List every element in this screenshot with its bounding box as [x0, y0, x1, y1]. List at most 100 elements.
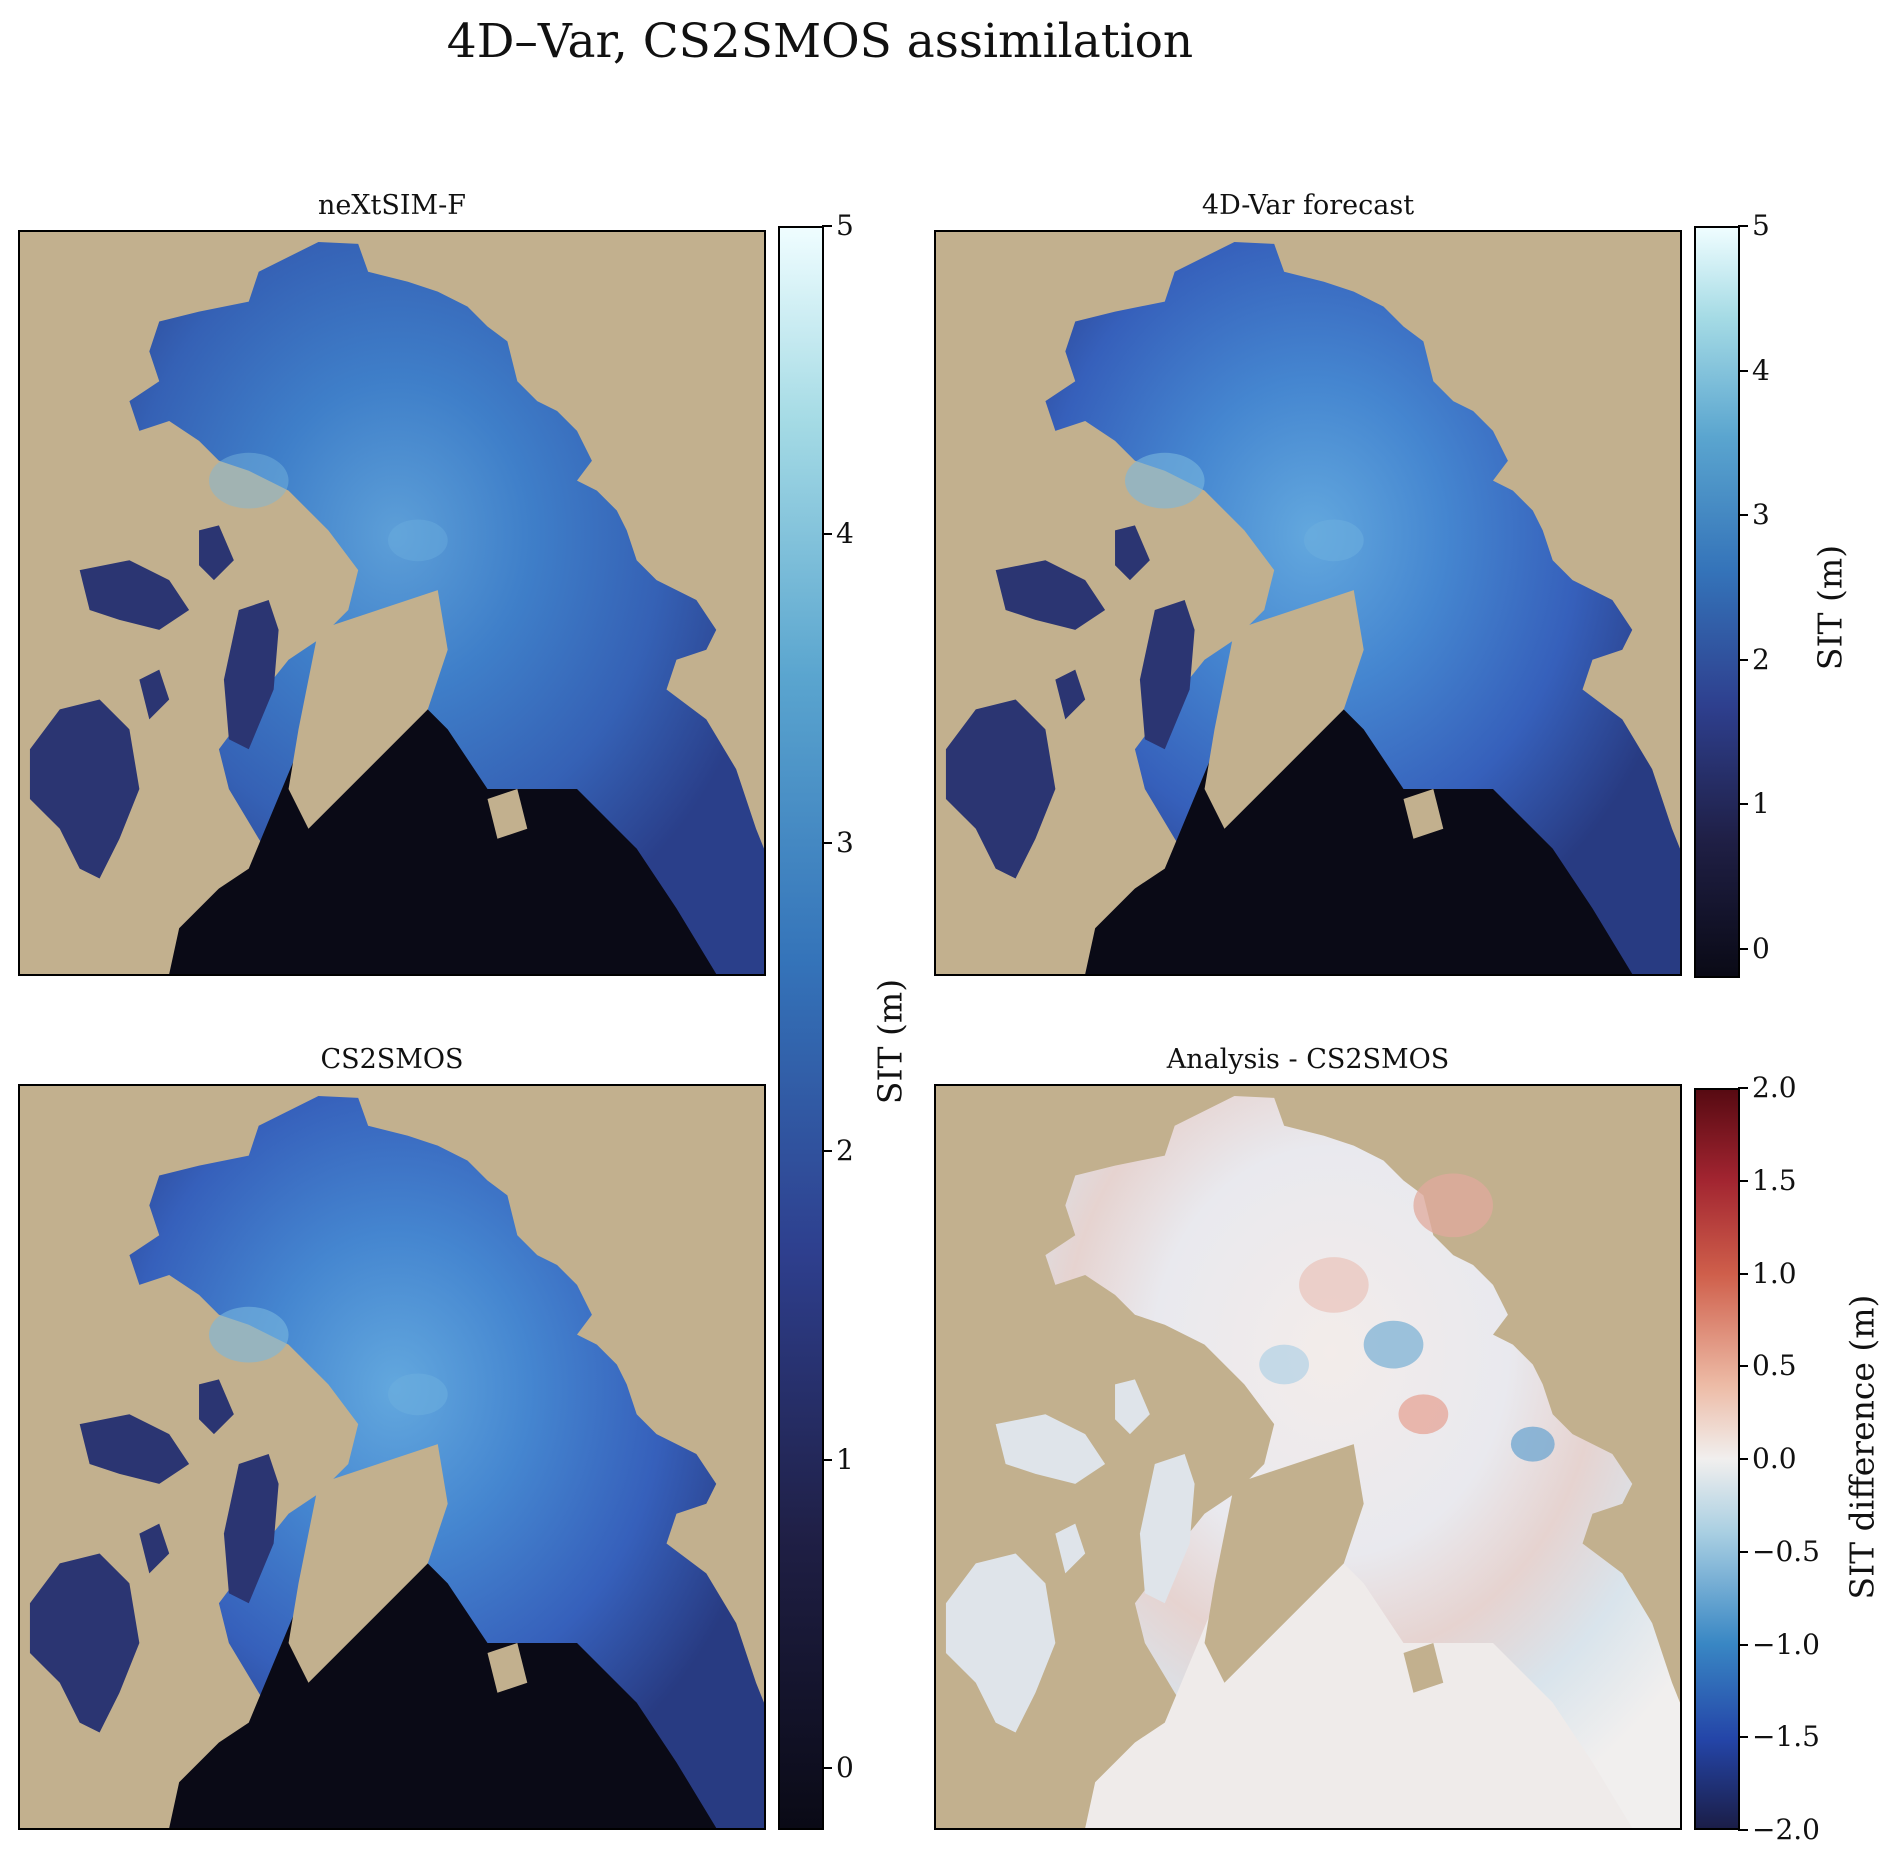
colorbar-tick-mark — [1738, 225, 1748, 227]
sea-ice-region — [945, 699, 1056, 879]
thick-ice-patch — [388, 519, 448, 562]
colorbar-sit-small-label: SIT (m) — [1810, 544, 1850, 671]
sea-ice-region — [1139, 1454, 1195, 1604]
map-panel-nextsim — [18, 230, 766, 976]
sea-ice-map-difference — [945, 1095, 1680, 1828]
colorbar-tick-mark — [1738, 1458, 1748, 1460]
panel-title-cs2smos: CS2SMOS — [320, 1044, 464, 1075]
island-land — [487, 788, 528, 839]
colorbar-tick-label: 0.0 — [1752, 1442, 1797, 1475]
thick-ice-patch — [388, 1373, 448, 1416]
difference-anomaly — [1299, 1257, 1369, 1313]
colorbar-tick-label: 3 — [1752, 498, 1770, 532]
thick-ice-patch — [208, 452, 289, 509]
sea-ice-region — [1115, 1379, 1150, 1435]
colorbar-sit-large — [778, 226, 824, 1830]
sea-ice-region — [79, 560, 190, 630]
sea-ice-map-nextsim — [29, 241, 764, 974]
island-land — [1403, 1642, 1444, 1693]
map-panel-cs2smos — [18, 1084, 766, 1830]
colorbar-tick-label: 2 — [836, 1134, 854, 1168]
colorbar-tick-mark — [822, 533, 832, 536]
sea-ice-region — [1115, 525, 1150, 581]
thick-ice-patch — [1304, 519, 1364, 562]
colorbar-difference — [1694, 1088, 1740, 1830]
sea-ice-region — [79, 1414, 190, 1484]
sea-ice-map-forecast — [945, 241, 1680, 974]
colorbar-tick-mark — [1738, 1087, 1748, 1089]
colorbar-tick-label: 4 — [1752, 353, 1770, 387]
difference-anomaly — [1413, 1173, 1494, 1238]
colorbar-tick-label: 1 — [1752, 787, 1770, 821]
colorbar-tick-mark — [822, 1150, 832, 1153]
figure-title: 4D–Var, CS2SMOS assimilation — [446, 14, 1194, 69]
colorbar-tick-mark — [1738, 1365, 1748, 1368]
colorbar-tick-mark — [1738, 1643, 1748, 1646]
colorbar-tick-label: 1.5 — [1752, 1163, 1797, 1197]
colorbar-tick-mark — [822, 1458, 832, 1461]
panel-title-difference: Analysis - CS2SMOS — [1166, 1044, 1450, 1075]
colorbar-tick-mark — [1738, 1550, 1748, 1553]
colorbar-tick-label: 0 — [836, 1751, 854, 1785]
island-land — [487, 1642, 528, 1693]
sea-ice-region — [1055, 669, 1086, 720]
difference-anomaly — [1510, 1426, 1555, 1462]
colorbar-tick-label: 2 — [1752, 642, 1770, 676]
colorbar-tick-mark — [1738, 948, 1748, 951]
colorbar-tick-label: 1 — [836, 1442, 854, 1476]
thick-ice-patch — [1124, 452, 1205, 509]
map-panel-difference — [934, 1084, 1682, 1830]
colorbar-difference-label: SIT difference (m) — [1842, 1294, 1882, 1600]
sea-ice-region — [139, 1523, 170, 1574]
colorbar-tick-mark — [822, 1767, 832, 1770]
colorbar-sit-small — [1694, 226, 1740, 978]
sea-ice-region — [1139, 600, 1195, 750]
colorbar-tick-label: −2.0 — [1752, 1813, 1820, 1846]
colorbar-tick-mark — [1738, 369, 1748, 372]
difference-anomaly — [1259, 1344, 1309, 1385]
colorbar-tick-mark — [822, 841, 832, 844]
colorbar-tick-label: −1.5 — [1752, 1720, 1820, 1754]
greenland-land — [288, 1444, 448, 1683]
island-land — [1403, 788, 1444, 839]
colorbar-tick-label: 0 — [1752, 932, 1770, 966]
colorbar-tick-label: 5 — [836, 209, 854, 242]
colorbar-tick-label: 2.0 — [1752, 1071, 1797, 1104]
colorbar-tick-mark — [1738, 514, 1748, 517]
sea-ice-region — [29, 699, 140, 879]
sea-ice-map-cs2smos — [29, 1095, 764, 1828]
colorbar-sit-large-label: SIT (m) — [870, 978, 910, 1105]
colorbar-tick-label: 5 — [1752, 209, 1770, 242]
colorbar-tick-label: −1.0 — [1752, 1627, 1820, 1661]
map-panel-forecast — [934, 230, 1682, 976]
difference-anomaly — [1398, 1394, 1449, 1435]
greenland-land — [288, 590, 448, 829]
thick-ice-patch — [208, 1306, 289, 1363]
sea-ice-region — [223, 1454, 279, 1604]
colorbar-tick-mark — [1738, 1179, 1748, 1182]
sea-ice-region — [199, 1379, 234, 1435]
colorbar-tick-mark — [1738, 1736, 1748, 1739]
colorbar-tick-mark — [1738, 803, 1748, 806]
colorbar-tick-label: −0.5 — [1752, 1534, 1820, 1568]
panel-title-forecast: 4D-Var forecast — [1201, 190, 1415, 221]
sea-ice-region — [995, 1414, 1106, 1484]
colorbar-tick-label: 3 — [836, 825, 854, 859]
panel-title-nextsim: neXtSIM-F — [317, 190, 467, 221]
sea-ice-region — [139, 669, 170, 720]
sea-ice-region — [945, 1553, 1056, 1733]
sea-ice-region — [199, 525, 234, 581]
colorbar-tick-label: 4 — [836, 517, 854, 551]
colorbar-tick-label: 1.0 — [1752, 1256, 1797, 1290]
greenland-land — [1204, 1444, 1364, 1683]
colorbar-tick-mark — [1738, 1829, 1748, 1831]
difference-anomaly — [1363, 1320, 1424, 1369]
sea-ice-region — [29, 1553, 140, 1733]
sea-ice-region — [995, 560, 1106, 630]
colorbar-tick-mark — [1738, 658, 1748, 661]
sea-ice-region — [1055, 1523, 1086, 1574]
greenland-land — [1204, 590, 1364, 829]
sea-ice-region — [223, 600, 279, 750]
colorbar-tick-mark — [822, 225, 832, 227]
colorbar-tick-label: 0.5 — [1752, 1349, 1797, 1383]
